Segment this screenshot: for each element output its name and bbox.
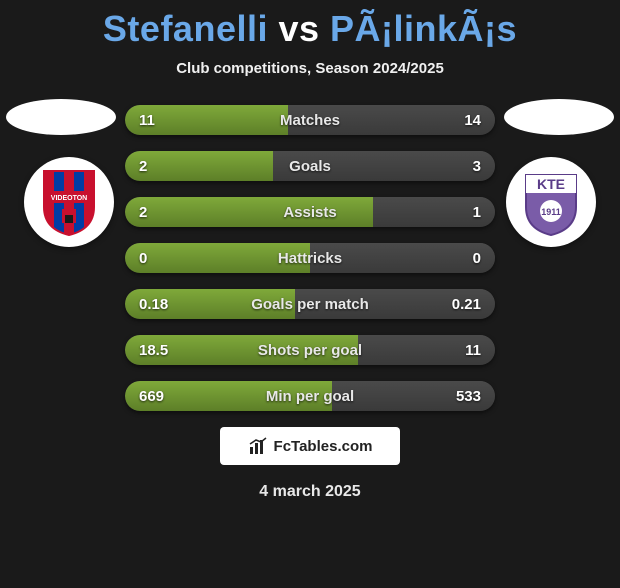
stat-label: Matches bbox=[280, 112, 340, 129]
right-ellipse-decoration bbox=[504, 99, 614, 135]
title-player2: PÃ¡linkÃ¡s bbox=[330, 8, 517, 49]
stat-row: 669 Min per goal 533 bbox=[125, 381, 495, 411]
right-club-badge: KTE 1911 bbox=[506, 157, 596, 247]
stat-value-right: 0 bbox=[473, 250, 481, 267]
kte-logo-icon: KTE 1911 bbox=[512, 163, 590, 241]
svg-text:KTE: KTE bbox=[537, 176, 565, 192]
stat-row: 11 Matches 14 bbox=[125, 105, 495, 135]
stat-row: 0 Hattricks 0 bbox=[125, 243, 495, 273]
stat-value-left: 0.18 bbox=[139, 296, 168, 313]
subtitle: Club competitions, Season 2024/2025 bbox=[0, 60, 620, 77]
videoton-logo-icon: VIDEOTON bbox=[32, 165, 106, 239]
stat-value-right: 3 bbox=[473, 158, 481, 175]
stat-value-right: 11 bbox=[465, 342, 481, 359]
stat-value-right: 1 bbox=[473, 204, 481, 221]
brand-footer: FcTables.com bbox=[220, 427, 400, 465]
svg-text:1911: 1911 bbox=[541, 207, 561, 217]
title-vs: vs bbox=[268, 8, 330, 49]
stat-label: Goals bbox=[289, 158, 331, 175]
left-club-badge: VIDEOTON bbox=[24, 157, 114, 247]
stat-label: Goals per match bbox=[251, 296, 369, 313]
comparison-content: VIDEOTON KTE 1911 11 Matches 14 2 Goals 3 2 Ass… bbox=[0, 105, 620, 411]
stat-value-right: 0.21 bbox=[452, 296, 481, 313]
stat-value-left: 669 bbox=[139, 388, 164, 405]
stat-value-left: 2 bbox=[139, 204, 147, 221]
stat-value-left: 11 bbox=[139, 112, 155, 129]
stat-row: 0.18 Goals per match 0.21 bbox=[125, 289, 495, 319]
svg-text:VIDEOTON: VIDEOTON bbox=[51, 195, 87, 202]
stat-label: Min per goal bbox=[266, 388, 354, 405]
stat-value-left: 0 bbox=[139, 250, 147, 267]
stat-row: 2 Assists 1 bbox=[125, 197, 495, 227]
brand-label: FcTables.com bbox=[274, 438, 373, 455]
page-title: Stefanelli vs PÃ¡linkÃ¡s bbox=[0, 8, 620, 50]
chart-bars-icon bbox=[248, 436, 268, 456]
title-player1: Stefanelli bbox=[103, 8, 268, 49]
date-label: 4 march 2025 bbox=[0, 483, 620, 501]
stat-label: Assists bbox=[283, 204, 336, 221]
stat-value-right: 14 bbox=[464, 112, 481, 129]
stat-value-left: 18.5 bbox=[139, 342, 168, 359]
left-ellipse-decoration bbox=[6, 99, 116, 135]
stat-label: Shots per goal bbox=[258, 342, 362, 359]
stat-row: 2 Goals 3 bbox=[125, 151, 495, 181]
stat-value-left: 2 bbox=[139, 158, 147, 175]
stat-label: Hattricks bbox=[278, 250, 342, 267]
stat-value-right: 533 bbox=[456, 388, 481, 405]
stat-rows: 11 Matches 14 2 Goals 3 2 Assists 1 0 Hattricks 0 0.… bbox=[125, 105, 495, 411]
stat-row: 18.5 Shots per goal 11 bbox=[125, 335, 495, 365]
